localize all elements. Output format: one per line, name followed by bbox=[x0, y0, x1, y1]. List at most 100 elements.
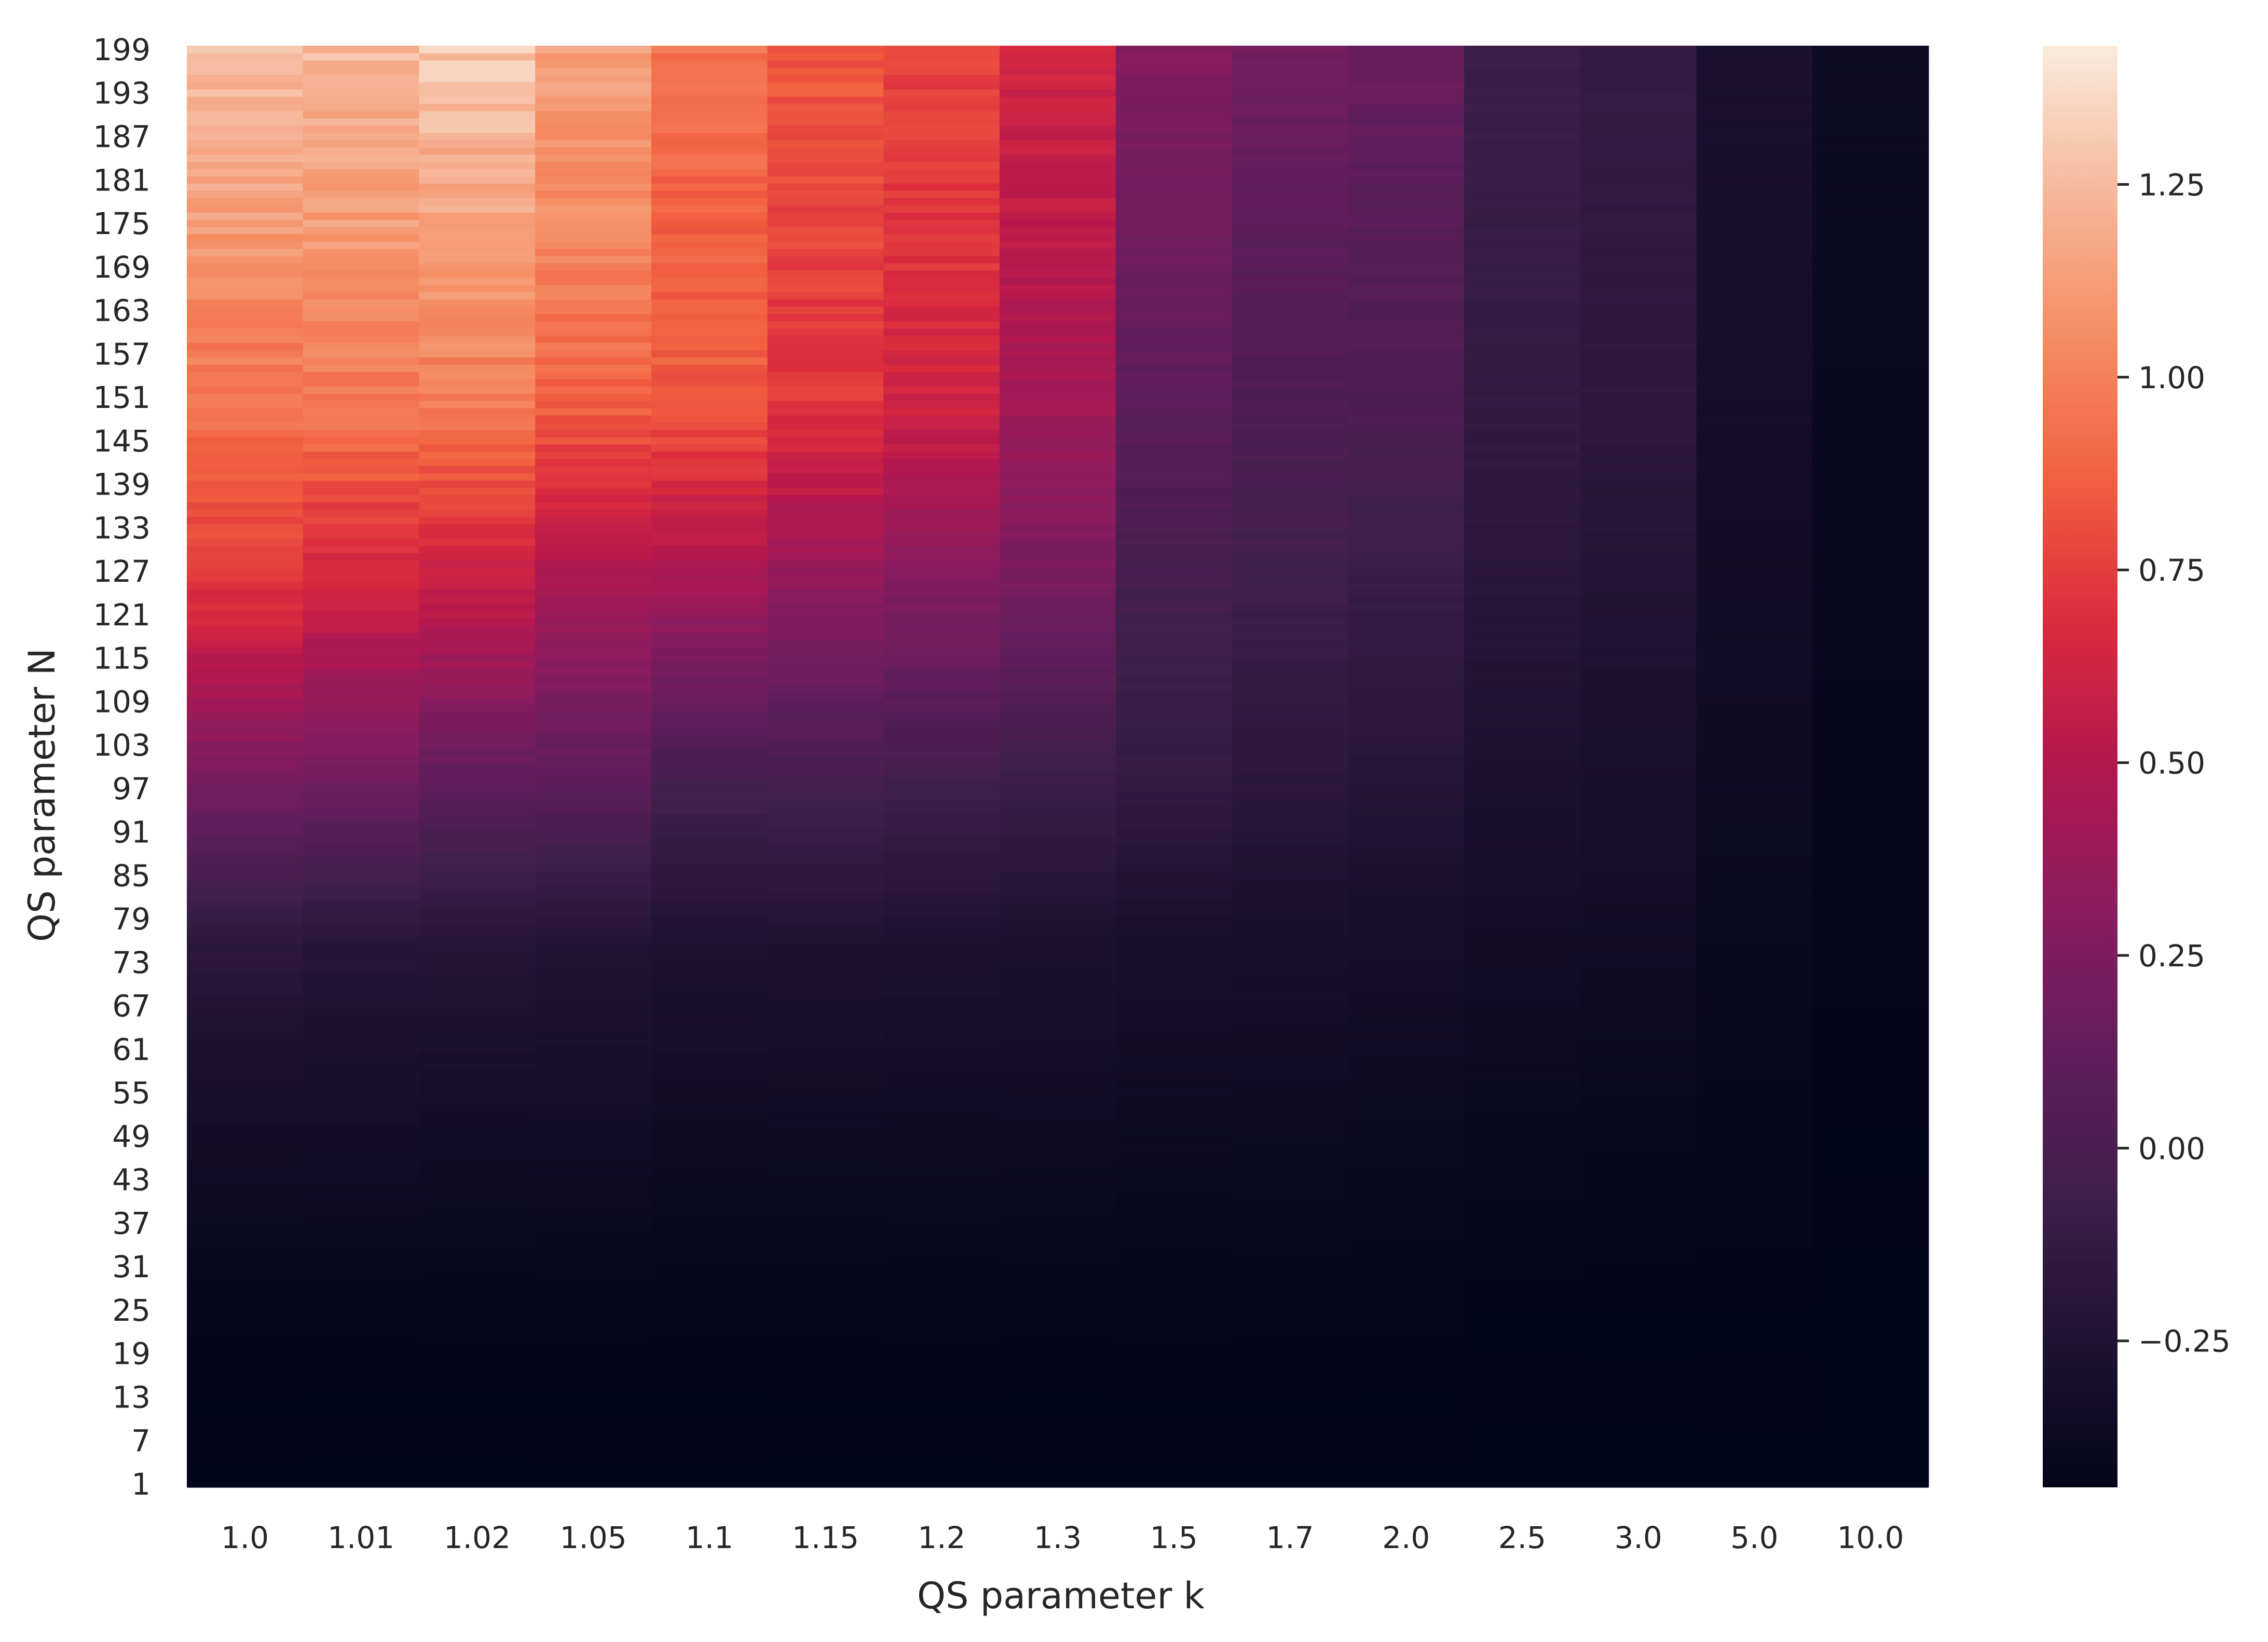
heatmap-cell bbox=[1812, 307, 1929, 314]
heatmap-cell bbox=[1000, 886, 1116, 894]
heatmap-cell bbox=[1580, 560, 1697, 568]
heatmap-cell bbox=[303, 481, 419, 488]
heatmap-cell bbox=[1232, 596, 1348, 604]
heatmap-cell bbox=[1348, 1024, 1464, 1032]
heatmap-cell bbox=[1812, 1277, 1929, 1285]
heatmap-cell bbox=[883, 75, 1000, 83]
heatmap-cell bbox=[1232, 944, 1348, 952]
heatmap-cell bbox=[535, 705, 651, 713]
y-tick-label: 145 bbox=[93, 423, 151, 459]
heatmap-cell bbox=[1812, 915, 1929, 923]
heatmap-cell bbox=[535, 777, 651, 785]
heatmap-cell bbox=[419, 430, 535, 437]
heatmap-cell bbox=[1580, 241, 1697, 249]
heatmap-cell bbox=[651, 574, 768, 582]
heatmap-cell bbox=[1580, 307, 1697, 314]
heatmap-cell bbox=[1232, 299, 1348, 307]
heatmap-cell bbox=[651, 1415, 768, 1422]
heatmap-cell bbox=[1812, 596, 1929, 604]
heatmap-cell bbox=[419, 900, 535, 908]
heatmap-cell bbox=[1697, 1263, 1813, 1270]
heatmap-cell bbox=[1812, 444, 1929, 452]
heatmap-cell bbox=[768, 1444, 884, 1452]
heatmap-cell bbox=[535, 161, 651, 169]
heatmap-cell bbox=[1116, 864, 1232, 872]
heatmap-cell bbox=[535, 531, 651, 539]
heatmap-cell bbox=[1580, 314, 1697, 322]
heatmap-cell bbox=[651, 864, 768, 872]
heatmap-cell bbox=[303, 1118, 419, 1126]
heatmap-cell bbox=[1697, 299, 1813, 307]
heatmap-cell bbox=[1464, 683, 1580, 691]
heatmap-cell bbox=[187, 314, 303, 322]
heatmap-cell bbox=[1580, 190, 1697, 198]
heatmap-cell bbox=[768, 190, 884, 198]
heatmap-cell bbox=[1812, 799, 1929, 807]
heatmap-cell bbox=[1116, 1263, 1232, 1270]
heatmap-cell bbox=[187, 1002, 303, 1010]
heatmap-cell bbox=[1812, 582, 1929, 590]
heatmap-cell bbox=[1580, 444, 1697, 452]
heatmap-cell bbox=[1116, 1357, 1232, 1365]
heatmap-cell bbox=[1116, 756, 1232, 763]
y-tick-label: 199 bbox=[93, 32, 151, 67]
heatmap-cell bbox=[1116, 1183, 1232, 1191]
heatmap-cell bbox=[1812, 995, 1929, 1003]
heatmap-cell bbox=[1812, 1009, 1929, 1017]
heatmap-cell bbox=[1116, 705, 1232, 713]
heatmap-cell bbox=[1232, 1248, 1348, 1256]
heatmap-cell bbox=[1580, 466, 1697, 474]
heatmap-cell bbox=[535, 915, 651, 923]
heatmap-cell bbox=[535, 422, 651, 430]
heatmap-cell bbox=[1580, 488, 1697, 496]
heatmap-cell bbox=[883, 1140, 1000, 1147]
heatmap-cell bbox=[1580, 574, 1697, 582]
heatmap-cell bbox=[1232, 60, 1348, 68]
heatmap-cell bbox=[1232, 1429, 1348, 1437]
y-tick-label: 37 bbox=[112, 1206, 151, 1241]
heatmap-cell bbox=[187, 1096, 303, 1104]
heatmap-cell bbox=[1116, 611, 1232, 619]
heatmap-cell bbox=[1348, 1074, 1464, 1082]
heatmap-cell bbox=[1000, 379, 1116, 387]
heatmap-cell bbox=[1000, 386, 1116, 394]
heatmap-cell bbox=[535, 1183, 651, 1191]
heatmap-cell bbox=[1464, 1125, 1580, 1133]
heatmap-cell bbox=[651, 806, 768, 814]
heatmap-cell bbox=[883, 364, 1000, 372]
heatmap-cell bbox=[651, 444, 768, 452]
heatmap-cell bbox=[419, 640, 535, 648]
heatmap-cell bbox=[1464, 1306, 1580, 1314]
heatmap-cell bbox=[303, 1045, 419, 1053]
heatmap-cell bbox=[535, 697, 651, 705]
heatmap-cell bbox=[1348, 1270, 1464, 1278]
heatmap-cell bbox=[768, 299, 884, 307]
heatmap-cell bbox=[1464, 104, 1580, 112]
heatmap-cell bbox=[1348, 481, 1464, 488]
heatmap-cell bbox=[1697, 1052, 1813, 1060]
heatmap-cell bbox=[303, 183, 419, 191]
heatmap-cell bbox=[1697, 161, 1813, 169]
heatmap-cell bbox=[1116, 806, 1232, 814]
heatmap-cell bbox=[1580, 1429, 1697, 1437]
heatmap-cell bbox=[1348, 278, 1464, 285]
heatmap-cell bbox=[1232, 1444, 1348, 1452]
heatmap-cell bbox=[1348, 538, 1464, 546]
heatmap-cell bbox=[651, 886, 768, 894]
heatmap-cell bbox=[1232, 147, 1348, 155]
heatmap-cell bbox=[419, 560, 535, 568]
heatmap-cell bbox=[1348, 183, 1464, 191]
heatmap-cell bbox=[1464, 545, 1580, 553]
heatmap-cell bbox=[303, 495, 419, 503]
heatmap-cell bbox=[1812, 1364, 1929, 1372]
heatmap-cell bbox=[303, 1277, 419, 1285]
heatmap-cell bbox=[1116, 973, 1232, 981]
heatmap-cell bbox=[1580, 343, 1697, 350]
heatmap-cell bbox=[1000, 1024, 1116, 1032]
heatmap-cell bbox=[883, 1379, 1000, 1387]
heatmap-cell bbox=[651, 1045, 768, 1053]
heatmap-cell bbox=[883, 466, 1000, 474]
heatmap-cell bbox=[1464, 82, 1580, 90]
heatmap-cell bbox=[1697, 900, 1813, 908]
heatmap-cell bbox=[419, 444, 535, 452]
